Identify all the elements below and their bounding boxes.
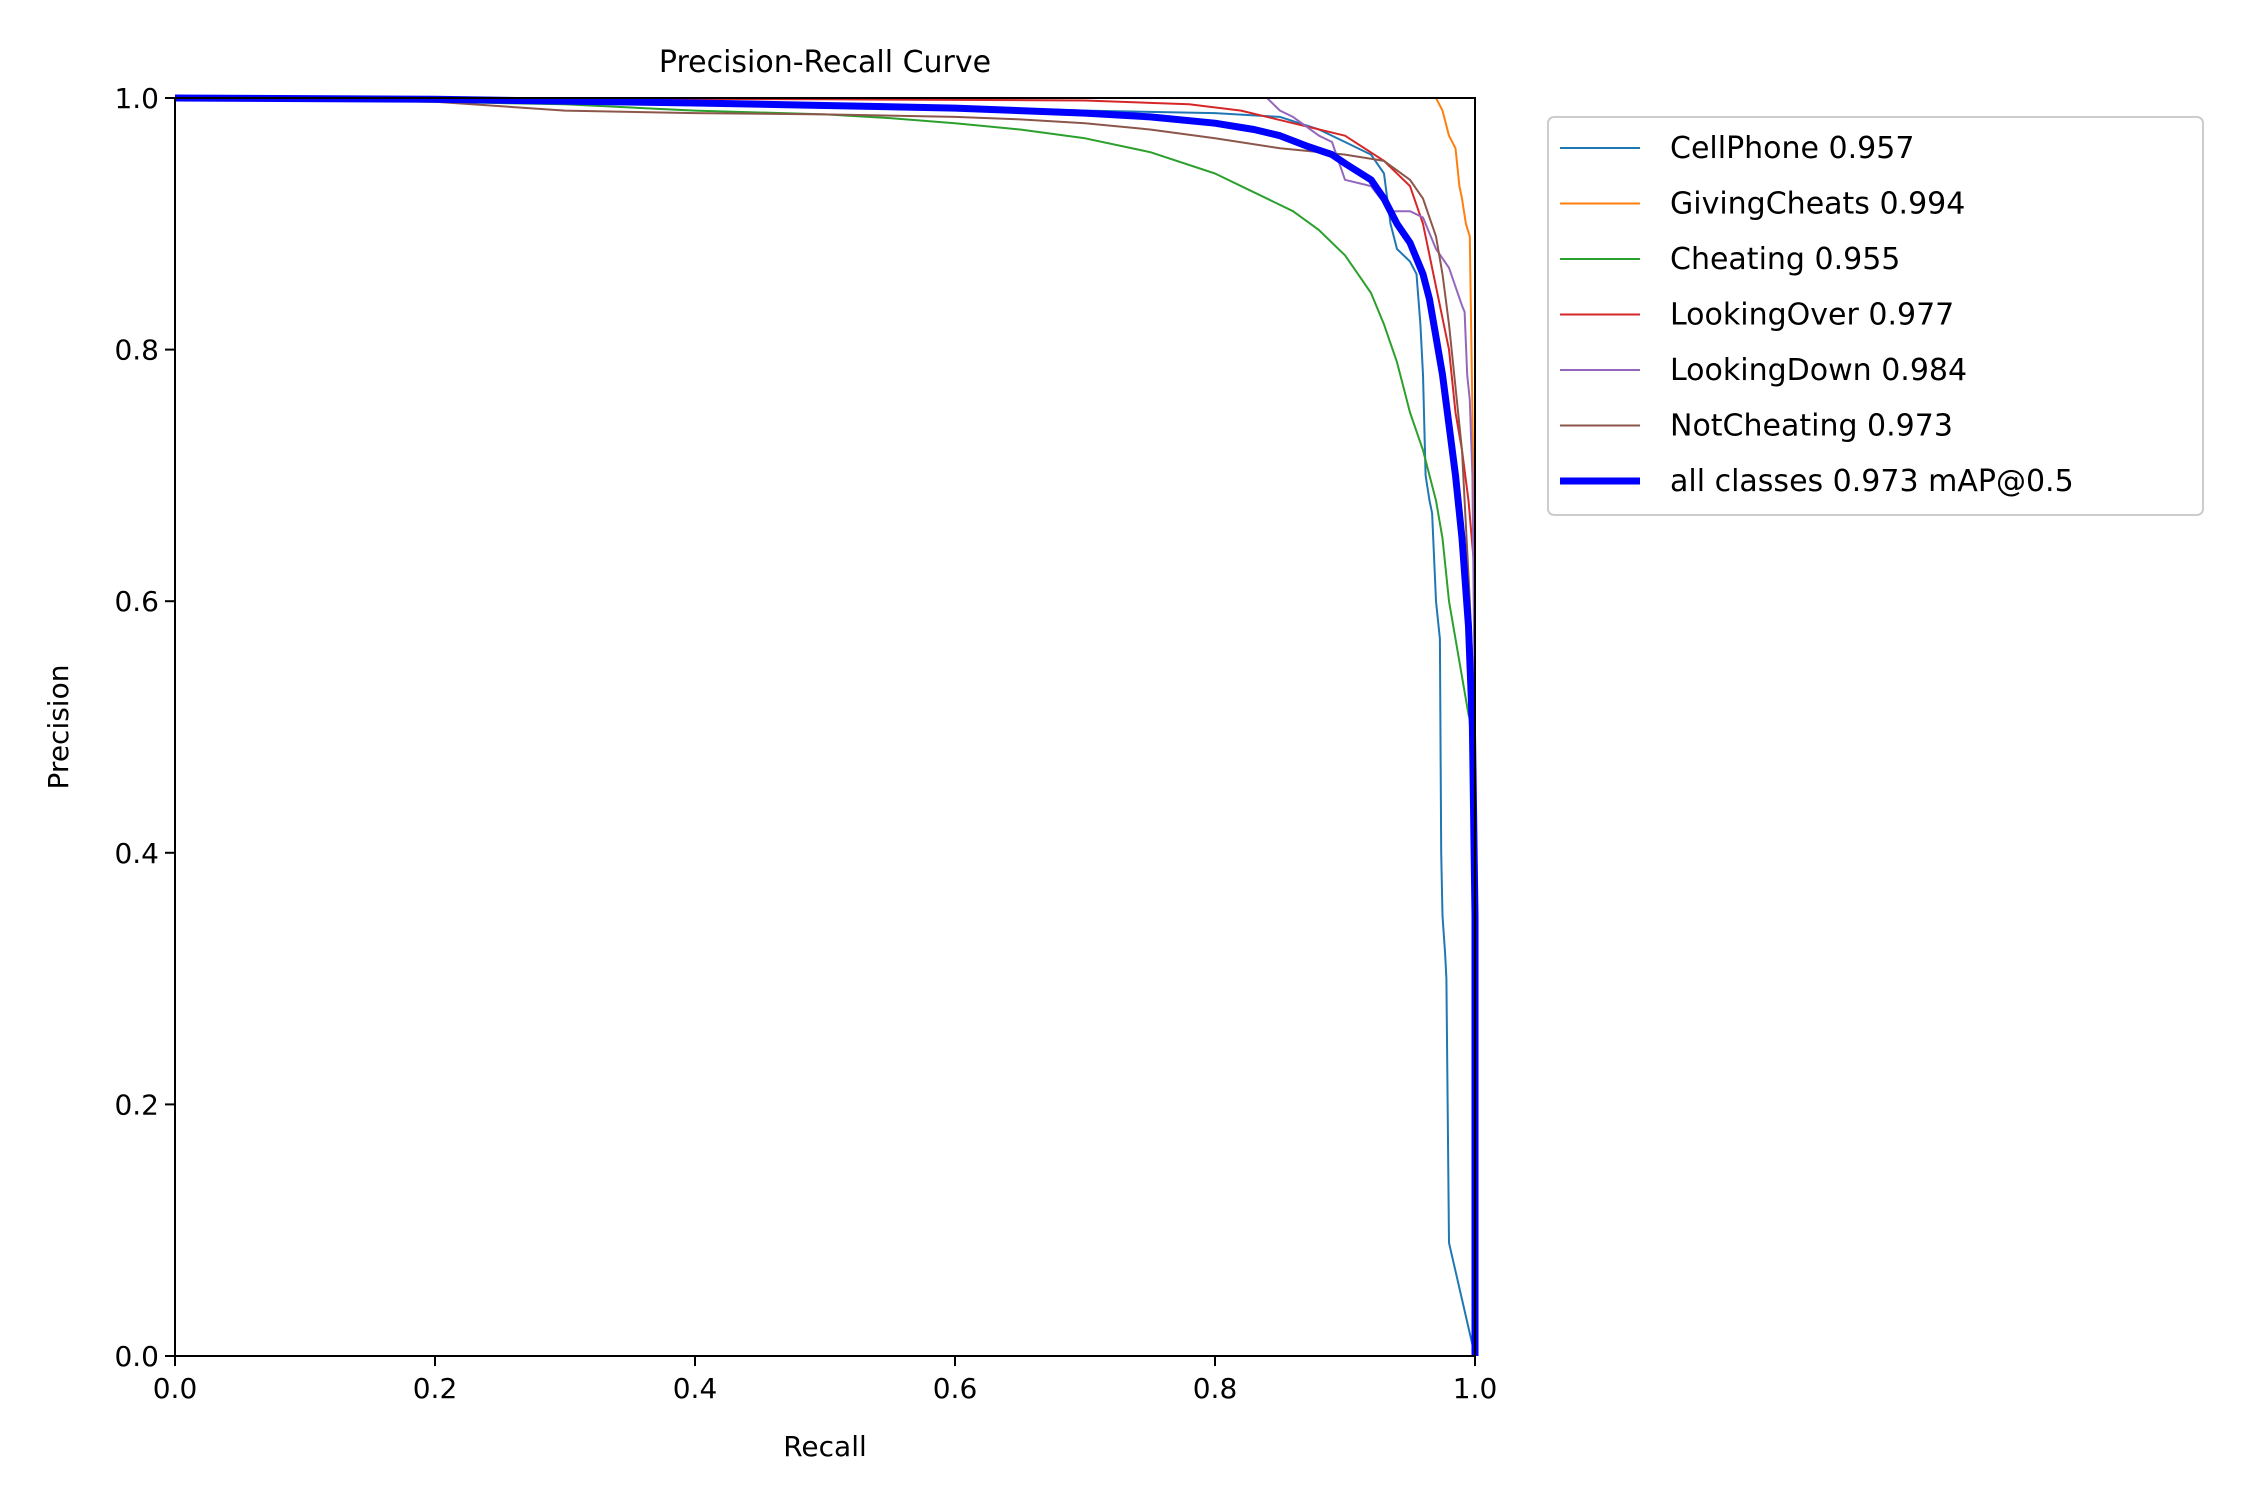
legend-label-2: Cheating 0.955 (1670, 242, 1900, 277)
series-line-4 (175, 97, 1476, 1356)
y-axis: 0.0 0.2 0.4 0.6 0.8 1.0 (114, 82, 175, 1373)
series-line-2 (174, 97, 1476, 1356)
y-tick-label: 0.0 (114, 1340, 159, 1373)
legend-label-3: LookingOver 0.977 (1670, 298, 1954, 333)
x-axis: 0.0 0.2 0.4 0.6 0.8 1.0 (153, 1356, 1498, 1405)
x-tick-label: 0.4 (673, 1372, 718, 1405)
legend-label-1: GivingCheats 0.994 (1670, 187, 1965, 222)
series-line-0 (174, 97, 1476, 1357)
y-tick-label: 0.8 (114, 334, 159, 367)
plot-series-group (174, 94, 1479, 1357)
legend-label-5: NotCheating 0.973 (1670, 409, 1953, 444)
x-tick-label: 0.8 (1193, 1372, 1238, 1405)
y-tick-label: 0.2 (114, 1088, 159, 1121)
legend: CellPhone 0.957 GivingCheats 0.994 Cheatin… (1547, 116, 2204, 516)
x-axis-label: Recall (783, 1430, 867, 1463)
y-axis-label: Precision (42, 665, 75, 790)
series-line-3 (174, 97, 1476, 1356)
y-tick-label: 0.6 (114, 585, 159, 618)
legend-box (1547, 116, 2204, 516)
chart-title: Precision-Recall Curve (659, 45, 991, 80)
series-line-6 (174, 94, 1479, 1356)
x-tick-label: 0.6 (933, 1372, 978, 1405)
legend-label-0: CellPhone 0.957 (1670, 131, 1914, 166)
y-tick-label: 1.0 (114, 82, 159, 115)
y-tick-label: 0.4 (114, 837, 159, 870)
x-tick-label: 1.0 (1453, 1372, 1498, 1405)
legend-label-6: all classes 0.973 mAP@0.5 (1670, 464, 2074, 499)
series-line-1 (175, 97, 1476, 1356)
legend-label-4: LookingDown 0.984 (1670, 353, 1967, 388)
series-line-5 (174, 97, 1476, 1356)
x-tick-label: 0.0 (153, 1372, 198, 1405)
x-tick-label: 0.2 (413, 1372, 458, 1405)
plot-frame (174, 97, 1476, 1357)
